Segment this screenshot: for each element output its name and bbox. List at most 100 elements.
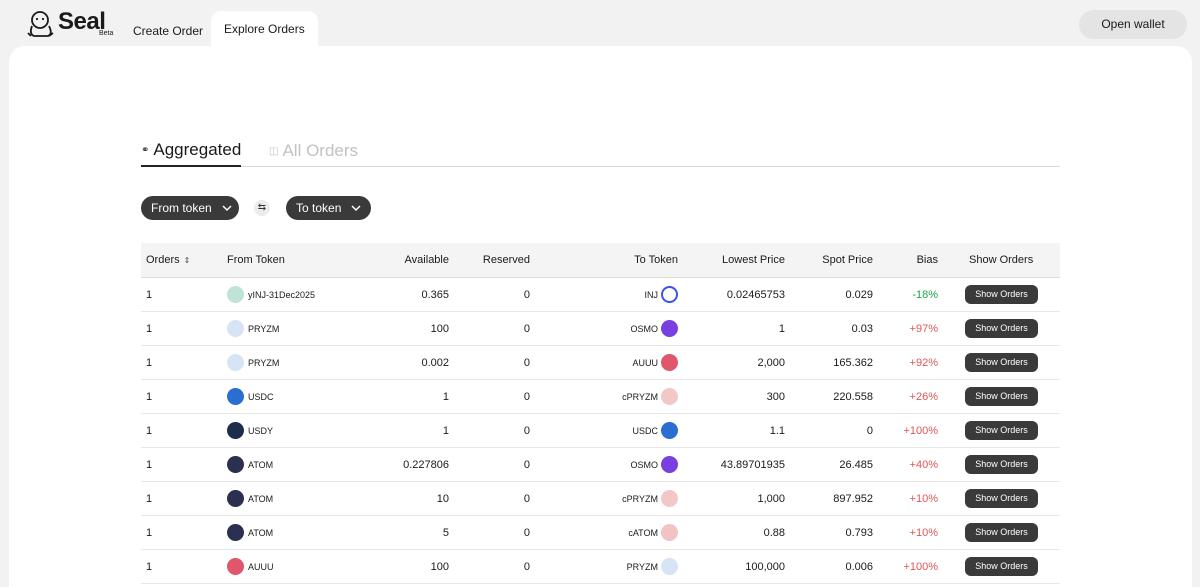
- bias-value: +100%: [903, 424, 938, 437]
- show-orders-button[interactable]: Show Orders: [965, 557, 1038, 576]
- from-token-name: yINJ-31Dec2025: [248, 289, 316, 300]
- auuu-token-icon: [227, 558, 244, 575]
- table-row: 1 yINJ-31Dec2025 0.365 0 INJ 0.02465753 0.029 -…: [141, 278, 1060, 312]
- tab-all-orders-label: All Orders: [282, 141, 359, 160]
- from-token-name: USDY: [248, 425, 274, 436]
- from-token-dropdown[interactable]: From token: [141, 196, 239, 220]
- to-token-dropdown[interactable]: To token: [286, 196, 371, 220]
- show-orders-button[interactable]: Show Orders: [965, 353, 1038, 372]
- reserved-value: 0: [523, 322, 530, 335]
- pryzm-token-icon: [227, 354, 244, 371]
- show-orders-button[interactable]: Show Orders: [965, 455, 1038, 474]
- header-reserved: Reserved: [482, 254, 530, 266]
- orders-count: 1: [146, 322, 153, 335]
- available-value: 0.227806: [403, 458, 449, 471]
- from-token-cell: PRYZM: [227, 312, 279, 345]
- orders-count: 1: [146, 560, 153, 573]
- tab-aggregated-label: Aggregated: [153, 140, 242, 159]
- from-token-cell: ATOM: [227, 448, 273, 481]
- swap-icon[interactable]: ⇆: [254, 200, 270, 216]
- table-row: 1 USDC 1 0 cPRYZM 300 220.558 +26% Show Orders: [141, 380, 1060, 414]
- atom-token-icon: [227, 524, 244, 541]
- table-row: 1 ATOM 10 0 cPRYZM 1,000 897.952 +10% Show Order…: [141, 482, 1060, 516]
- table-row: 1 PRYZM 100 0 OSMO 1 0.03 +97% Show Orders: [141, 312, 1060, 346]
- spot-price-value: 0: [866, 424, 873, 437]
- header-bias: Bias: [916, 254, 938, 266]
- to-token-cell: INJ: [644, 278, 678, 311]
- usdc-token-icon: [227, 388, 244, 405]
- nav-tab-explore-orders[interactable]: Explore Orders: [211, 11, 318, 48]
- nav-tab-create-order[interactable]: Create Order: [133, 24, 204, 38]
- lowest-price-value: 1,000: [757, 492, 785, 505]
- from-token-label: From token: [151, 201, 212, 215]
- orders-count: 1: [146, 458, 153, 471]
- open-wallet-button[interactable]: Open wallet: [1079, 10, 1187, 39]
- to-token-name: AUUU: [632, 357, 658, 368]
- available-value: 0.002: [421, 356, 449, 369]
- to-token-name: PRYZM: [626, 561, 658, 572]
- header-spot-price: Spot Price: [822, 254, 873, 266]
- atom-token-icon: [227, 490, 244, 507]
- to-token-cell: cPRYZM: [622, 380, 678, 413]
- header-from-token: From Token: [227, 254, 285, 266]
- orders-count: 1: [146, 390, 153, 403]
- from-token-name: ATOM: [248, 459, 274, 470]
- main-panel: ⚭ Aggregated ◫ All Orders From token ⇆ T…: [9, 46, 1192, 587]
- show-orders-button[interactable]: Show Orders: [965, 387, 1038, 406]
- header-orders[interactable]: Orders ⇕: [146, 243, 190, 277]
- seal-logo[interactable]: Seal Beta: [27, 8, 113, 39]
- to-token-cell: OSMO: [630, 312, 678, 345]
- reserved-value: 0: [523, 390, 530, 403]
- osmo-token-icon: [661, 320, 678, 337]
- reserved-value: 0: [523, 424, 530, 437]
- available-value: 1: [442, 390, 449, 403]
- lowest-price-value: 2,000: [757, 356, 785, 369]
- book-icon: ◫: [269, 145, 279, 157]
- from-token-cell: yINJ-31Dec2025: [227, 278, 315, 311]
- tab-all-orders[interactable]: ◫ All Orders: [269, 138, 358, 167]
- show-orders-cell: Show Orders: [965, 346, 1038, 379]
- reserved-value: 0: [523, 560, 530, 573]
- table-row: 1 ATOM 0.227806 0 OSMO 43.89701935 26.485 +40% S…: [141, 448, 1060, 482]
- app-name: Seal: [58, 8, 106, 35]
- spot-price-value: 220.558: [833, 390, 873, 403]
- inj-token-icon: [661, 286, 678, 303]
- pryzm-token-icon: [227, 320, 244, 337]
- show-orders-button[interactable]: Show Orders: [965, 523, 1038, 542]
- lowest-price-value: 1.1: [769, 424, 785, 437]
- spot-price-value: 0.029: [845, 288, 873, 301]
- osmo-token-icon: [661, 456, 678, 473]
- reserved-value: 0: [523, 492, 530, 505]
- bias-value: +26%: [909, 390, 938, 403]
- bias-value: +10%: [909, 492, 938, 505]
- atom-token-icon: [227, 456, 244, 473]
- show-orders-cell: Show Orders: [965, 414, 1038, 447]
- sort-icon[interactable]: ⇕: [183, 255, 191, 265]
- from-token-name: PRYZM: [248, 323, 280, 334]
- show-orders-button[interactable]: Show Orders: [965, 319, 1038, 338]
- bias-value: +10%: [909, 526, 938, 539]
- show-orders-cell: Show Orders: [965, 312, 1038, 345]
- show-orders-cell: Show Orders: [965, 380, 1038, 413]
- show-orders-button[interactable]: Show Orders: [965, 285, 1038, 304]
- lowest-price-value: 0.88: [763, 526, 785, 539]
- lowest-price-value: 100,000: [745, 560, 785, 573]
- spot-price-value: 0.793: [845, 526, 873, 539]
- show-orders-button[interactable]: Show Orders: [965, 489, 1038, 508]
- tab-aggregated[interactable]: ⚭ Aggregated: [141, 138, 242, 167]
- from-token-name: PRYZM: [248, 357, 280, 368]
- from-token-cell: ATOM: [227, 516, 273, 549]
- table-row: 1 USDY 1 0 USDC 1.1 0 +100% Show Orders: [141, 414, 1060, 448]
- show-orders-button[interactable]: Show Orders: [965, 421, 1038, 440]
- spot-price-value: 0.03: [851, 322, 873, 335]
- available-value: 0.365: [421, 288, 449, 301]
- header-show-orders: Show Orders: [969, 254, 1034, 266]
- to-token-cell: AUUU: [632, 346, 678, 379]
- from-token-cell: AUUU: [227, 550, 274, 583]
- header-lowest-price: Lowest Price: [722, 254, 785, 266]
- table-row: 1 PRYZM 0.002 0 AUUU 2,000 165.362 +92% Show Ord…: [141, 346, 1060, 380]
- orders-count: 1: [146, 424, 153, 437]
- header-available: Available: [404, 254, 449, 266]
- to-token-name: INJ: [644, 289, 659, 300]
- reserved-value: 0: [523, 288, 530, 301]
